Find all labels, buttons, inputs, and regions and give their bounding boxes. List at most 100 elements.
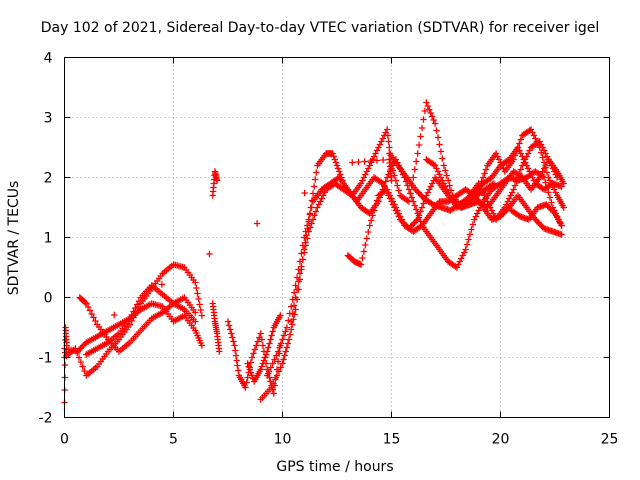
data-point: [542, 162, 549, 169]
series-track-d: [83, 282, 199, 358]
data-point: [135, 297, 143, 305]
data-point: [254, 338, 261, 345]
series-track-b: [61, 261, 206, 379]
data-point: [192, 318, 199, 325]
x-tick-label: 5: [169, 432, 178, 448]
data-point: [367, 217, 375, 224]
data-point: [373, 147, 381, 154]
data-point: [283, 324, 291, 331]
data-point: [329, 150, 336, 157]
data-point: [482, 166, 490, 173]
data-point: [434, 134, 442, 141]
data-point: [248, 354, 256, 361]
data-point: [268, 332, 275, 339]
data-point: [312, 176, 319, 183]
data-point: [273, 372, 281, 379]
data-point: [275, 368, 283, 375]
data-point: [257, 366, 264, 373]
data-point: [231, 342, 238, 349]
data-point: [460, 249, 468, 256]
data-point: [553, 174, 561, 181]
data-point: [277, 340, 285, 347]
data-point: [298, 250, 305, 257]
data-point: [529, 174, 536, 181]
data-point: [196, 301, 203, 308]
data-point: [81, 367, 88, 375]
data-point: [510, 186, 517, 193]
data-point: [391, 172, 398, 179]
data-point: [258, 363, 265, 370]
data-point: [234, 362, 241, 369]
data-point: [527, 126, 535, 133]
data-point: [418, 192, 425, 199]
data-point: [288, 303, 295, 310]
data-point: [78, 343, 86, 351]
data-point: [543, 169, 551, 176]
data-point: [248, 372, 256, 379]
data-point: [79, 363, 86, 370]
data-point: [418, 124, 426, 132]
data-point: [313, 169, 320, 176]
data-point: [537, 141, 545, 148]
data-point: [271, 356, 278, 363]
data-point: [546, 194, 554, 201]
data-point: [242, 384, 249, 391]
data-point: [530, 177, 538, 184]
data-point: [494, 153, 501, 160]
data-point: [458, 255, 465, 262]
data-point: [132, 304, 139, 312]
data-point: [495, 156, 503, 163]
data-point: [292, 306, 299, 313]
data-point: [195, 295, 202, 303]
data-point: [260, 357, 268, 364]
data-point: [548, 199, 555, 206]
data-point: [362, 241, 369, 249]
data-point: [415, 214, 423, 221]
data-point: [365, 165, 372, 172]
data-point: [305, 228, 312, 235]
data-point: [268, 384, 275, 391]
series-rise-h: [386, 150, 498, 214]
data-point: [462, 246, 469, 253]
data-point: [551, 168, 558, 175]
data-point: [284, 340, 292, 347]
data-point: [301, 249, 308, 256]
data-point: [392, 204, 400, 211]
data-point: [428, 113, 436, 120]
data-point: [552, 171, 559, 178]
data-point: [86, 307, 94, 314]
data-point: [360, 248, 368, 255]
data-point: [386, 144, 393, 151]
data-point: [408, 194, 416, 201]
data-point: [421, 107, 429, 115]
data-point: [507, 192, 514, 199]
data-point: [533, 217, 541, 225]
data-point: [279, 360, 286, 367]
data-point: [529, 129, 536, 136]
data-point: [286, 331, 294, 338]
data-point: [370, 153, 378, 160]
data-point: [411, 219, 418, 226]
data-point: [504, 157, 511, 164]
data-point: [92, 317, 99, 325]
data-point: [206, 250, 213, 258]
data-point: [411, 202, 418, 209]
data-point: [83, 300, 90, 307]
data-point: [558, 222, 565, 229]
data-point: [262, 351, 270, 358]
data-point: [277, 364, 284, 371]
data-point: [232, 347, 239, 354]
data-point: [383, 126, 391, 133]
data-point: [279, 336, 286, 343]
data-point: [540, 165, 548, 172]
data-point: [514, 144, 522, 151]
data-point: [216, 348, 223, 355]
data-point: [295, 278, 302, 285]
data-point: [466, 231, 474, 238]
data-point: [266, 340, 273, 347]
x-tick-label: 10: [274, 432, 292, 448]
data-point: [411, 166, 418, 173]
data-point: [359, 177, 366, 184]
data-point: [366, 222, 373, 229]
